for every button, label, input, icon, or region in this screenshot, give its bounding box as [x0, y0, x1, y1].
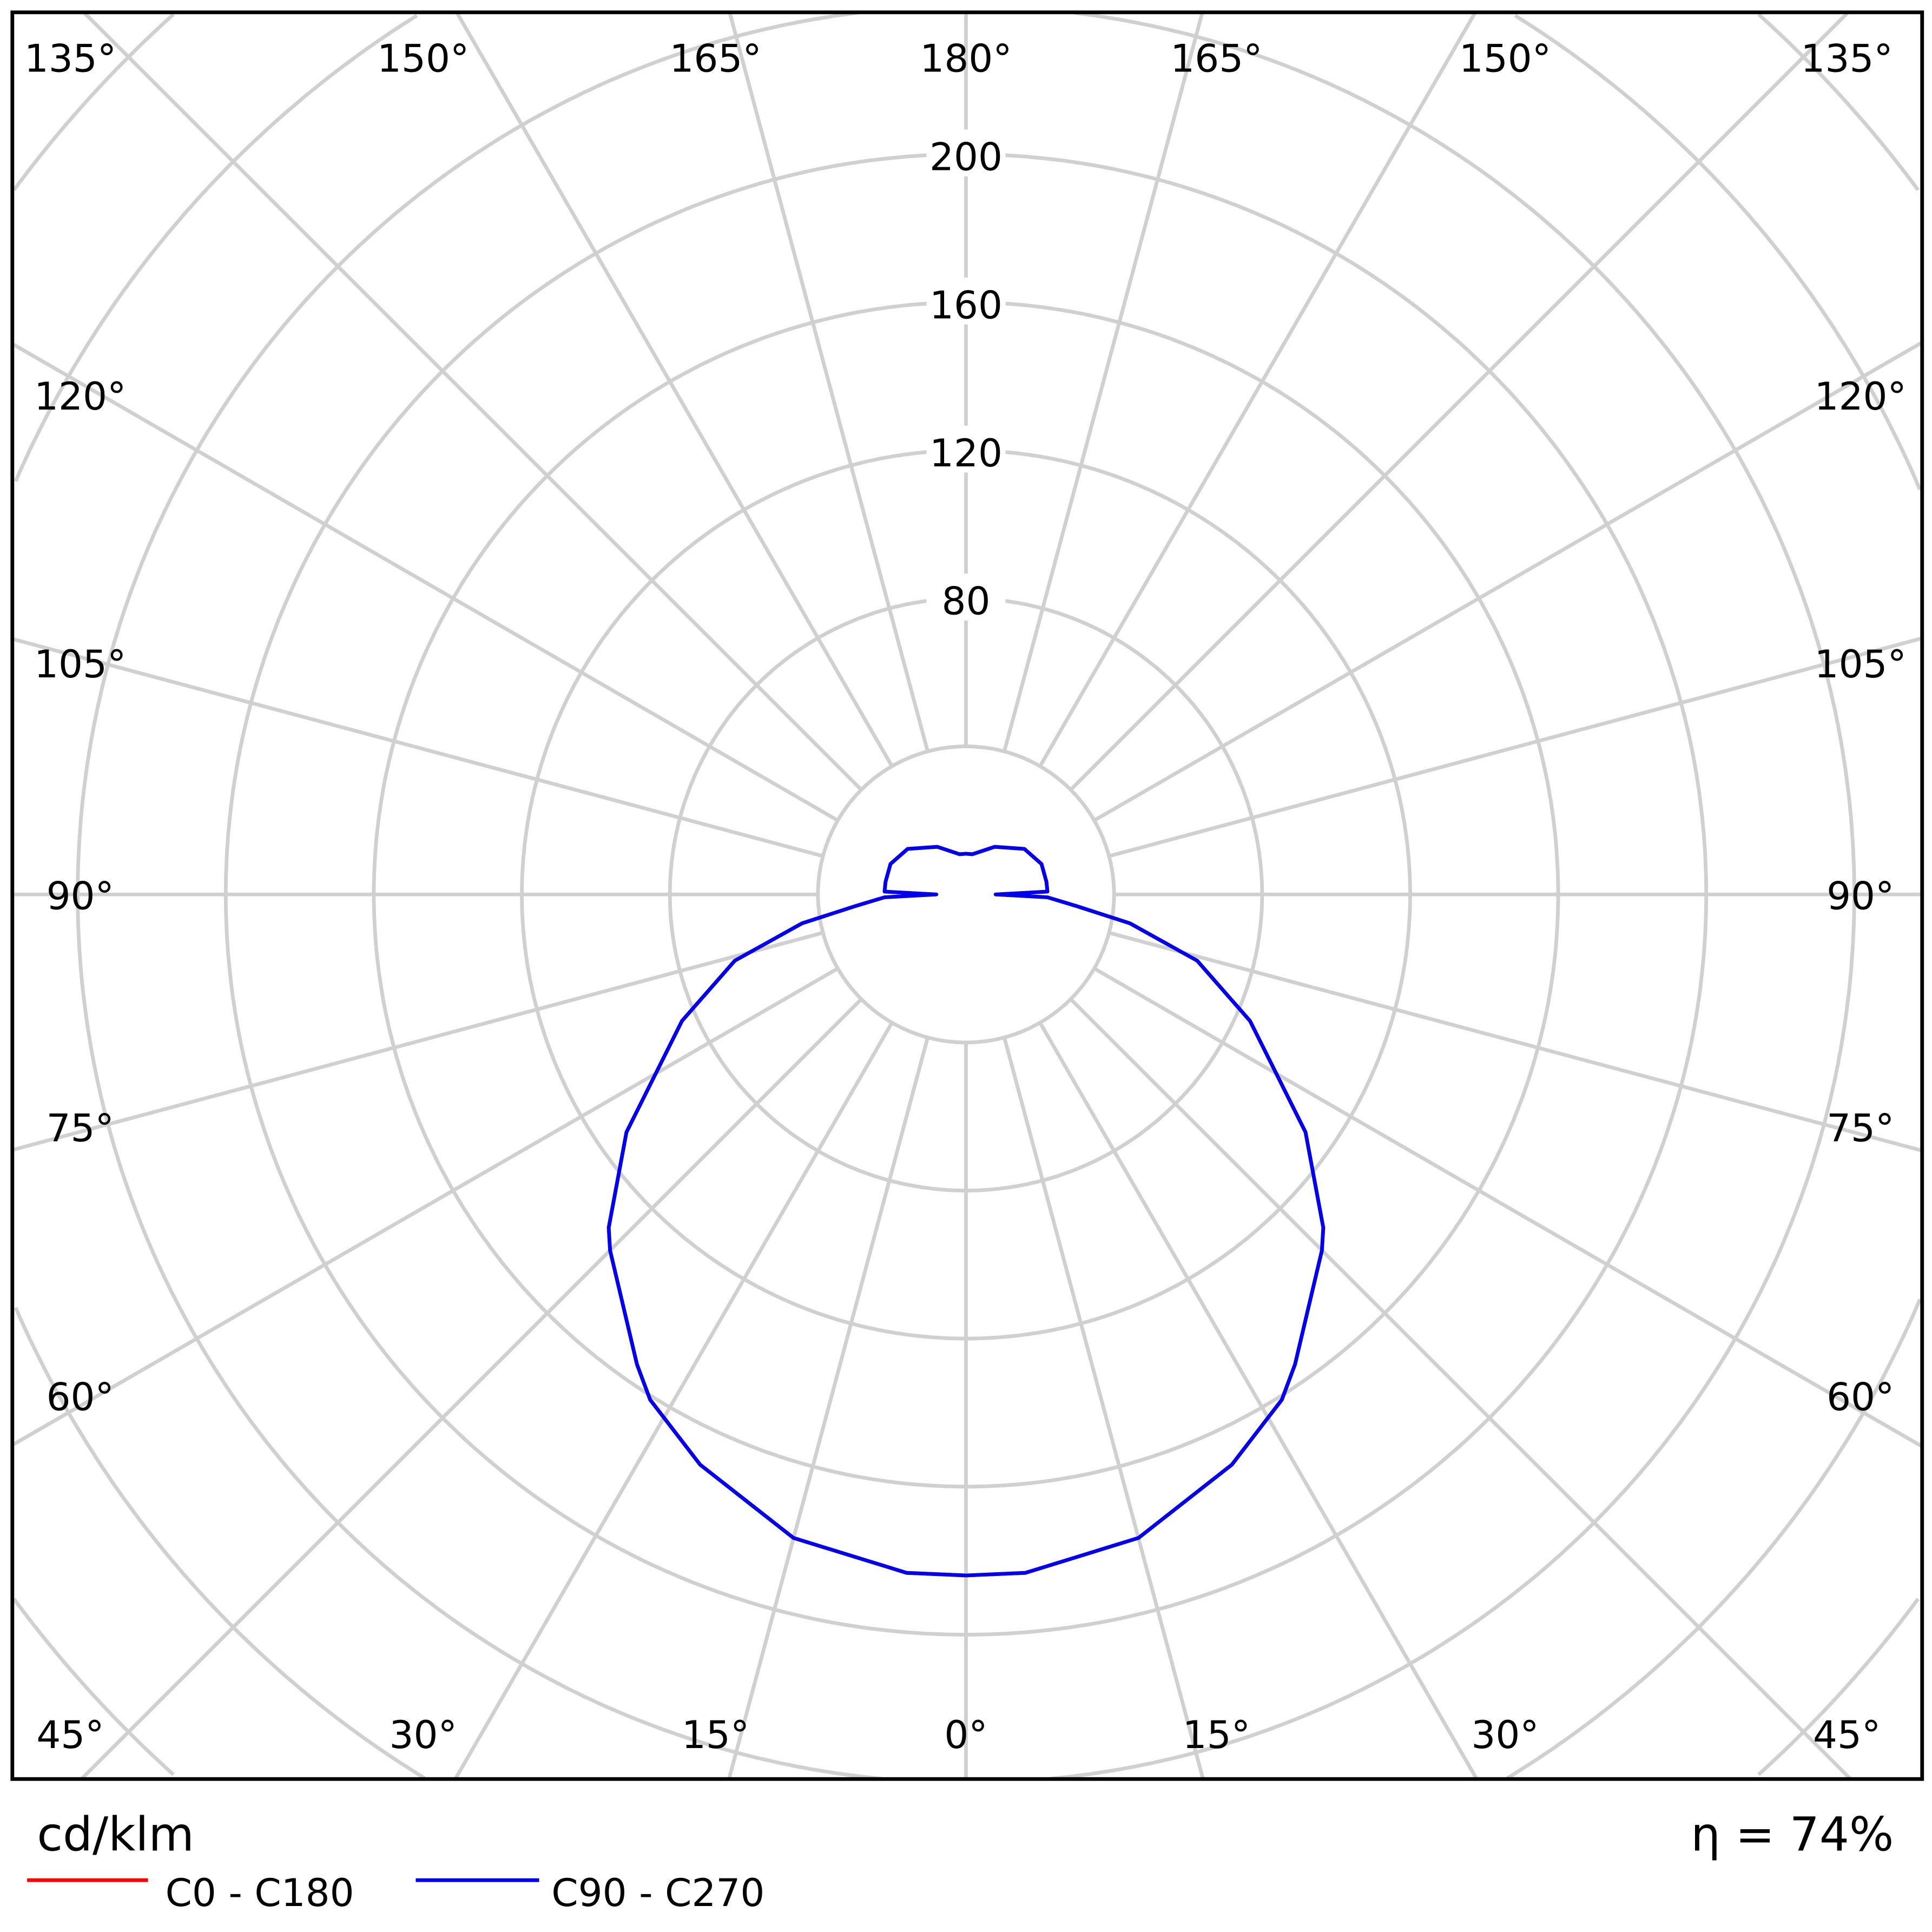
- angle-label-bottom: 45°: [36, 1712, 104, 1757]
- angle-label-left: 60°: [47, 1374, 114, 1419]
- angle-label-bottom: 45°: [1813, 1712, 1881, 1757]
- legend-label-c0: C0 - C180: [166, 1870, 354, 1915]
- grid-ring: [12, 12, 1920, 1776]
- angle-label-right: 60°: [1827, 1374, 1894, 1419]
- unit-label: cd/klm: [37, 1808, 194, 1862]
- angle-label-right: 105°: [1815, 642, 1907, 687]
- tick-label-bg: [926, 129, 1006, 177]
- angle-label-left: 75°: [47, 1105, 114, 1150]
- angle-label-top: 135°: [1801, 36, 1893, 81]
- grid-spoke: [1003, 12, 1204, 752]
- angle-label-top: 165°: [1170, 36, 1262, 81]
- grid-spoke: [1038, 12, 1477, 767]
- grid-spoke: [12, 967, 839, 1447]
- grid-spoke: [453, 1021, 894, 1779]
- grid-spoke: [1108, 931, 1922, 1153]
- polar-grid: [12, 12, 1922, 1779]
- grid-ring: [816, 744, 1116, 1045]
- grid-spoke: [1003, 1037, 1205, 1779]
- radial-tick-label: 160: [929, 282, 1003, 327]
- angle-label-right: 75°: [1827, 1105, 1894, 1150]
- grid-ring: [14, 14, 1922, 1779]
- angle-label-top: 135°: [24, 36, 116, 81]
- grid-spoke: [1093, 340, 1922, 822]
- legend-label-c90: C90 - C270: [551, 1870, 764, 1915]
- grid-spoke: [1069, 998, 1852, 1779]
- radial-tick-label: 80: [942, 579, 991, 624]
- grid-spoke: [1108, 636, 1922, 858]
- curve-c90-c270: [606, 845, 1326, 1578]
- angle-label-right: 90°: [1827, 874, 1894, 919]
- angle-label-top: 150°: [377, 36, 469, 81]
- angle-label-bottom: 30°: [390, 1712, 457, 1757]
- angle-label-top: 165°: [669, 36, 761, 81]
- angle-label-top: 150°: [1459, 36, 1551, 81]
- angle-label-top: 180°: [920, 36, 1012, 81]
- radial-tick-label: 120: [929, 431, 1003, 476]
- curves: [606, 845, 1326, 1578]
- grid-spoke: [455, 12, 894, 767]
- grid-spoke: [1038, 1021, 1479, 1779]
- grid-spoke: [1093, 967, 1922, 1448]
- grid-spoke: [12, 342, 839, 822]
- radial-tick-label: 200: [929, 135, 1003, 180]
- angle-label-bottom: 15°: [682, 1712, 749, 1757]
- axis-labels: 80 120 160 200 135° 150° 165° 180° 165° 150° 135° 1…: [24, 36, 1907, 1757]
- grid-spoke: [82, 12, 863, 792]
- angle-label-left: 90°: [47, 874, 114, 919]
- grid-spoke: [12, 637, 824, 858]
- efficiency-label: η = 74%: [1691, 1808, 1894, 1862]
- grid-spoke: [80, 998, 863, 1779]
- tick-label-bg: [926, 425, 1006, 473]
- angle-label-right: 120°: [1815, 374, 1907, 419]
- grid-spoke: [728, 12, 929, 752]
- angle-label-left: 120°: [34, 374, 126, 419]
- grid-ring: [76, 12, 1856, 1779]
- angle-label-bottom: 0°: [944, 1712, 987, 1757]
- angle-label-bottom: 30°: [1471, 1712, 1539, 1757]
- angle-label-bottom: 15°: [1183, 1712, 1250, 1757]
- tick-label-bg: [926, 278, 1006, 325]
- angle-label-left: 105°: [34, 642, 126, 687]
- grid-spoke: [1069, 12, 1850, 792]
- tick-label-bg: [926, 573, 1006, 621]
- plot-frame: [10, 10, 1924, 1781]
- grid-spoke: [727, 1037, 929, 1779]
- grid-spoke: [12, 931, 824, 1152]
